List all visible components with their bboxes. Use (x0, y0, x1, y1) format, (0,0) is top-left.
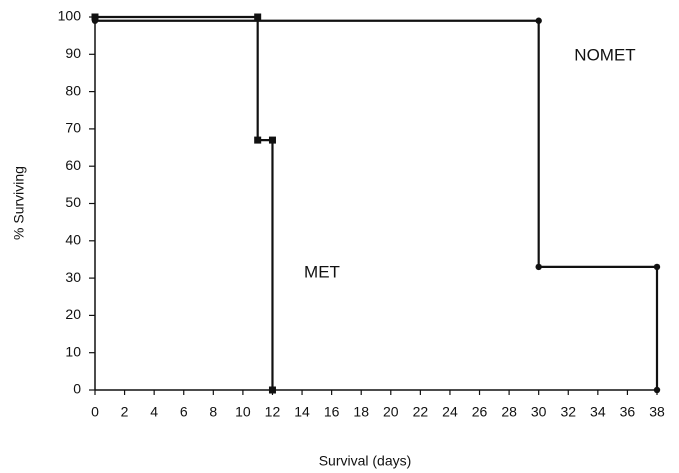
x-tick-label: 4 (150, 404, 158, 420)
x-tick-label: 14 (294, 404, 310, 420)
series-line (95, 19, 659, 390)
y-tick-label: 20 (65, 306, 81, 322)
y-axis-title: % Surviving (11, 166, 27, 240)
series-line (95, 15, 274, 390)
x-tick-label: 26 (472, 404, 488, 420)
x-tick-label: 16 (324, 404, 340, 420)
x-tick-label: 38 (649, 404, 665, 420)
x-tick-label: 24 (442, 404, 458, 420)
x-tick-label: 36 (620, 404, 636, 420)
y-tick-label: 60 (65, 157, 81, 173)
y-tick-label: 50 (65, 194, 81, 210)
x-tick-label: 6 (180, 404, 188, 420)
marker (268, 386, 276, 394)
x-tick-label: 28 (501, 404, 517, 420)
x-tick-label: 22 (413, 404, 429, 420)
y-tick-label: 0 (73, 381, 81, 397)
marker (535, 17, 542, 24)
x-tick-label: 12 (265, 404, 281, 420)
marker (254, 13, 262, 21)
x-tick-label: 2 (121, 404, 129, 420)
y-tick-label: 70 (65, 120, 81, 136)
x-tick-label: 8 (209, 404, 217, 420)
x-tick-label: 34 (590, 404, 606, 420)
marker (535, 263, 542, 271)
x-tick-label: 0 (91, 404, 99, 420)
x-tick-label: 20 (383, 404, 399, 420)
marker (91, 17, 99, 24)
series-label: NOMET (574, 45, 635, 64)
marker (653, 386, 661, 394)
y-tick-label: 30 (65, 269, 81, 285)
series-label: MET (304, 262, 340, 281)
x-tick-label: 10 (235, 404, 251, 420)
marker (91, 13, 99, 21)
x-tick-label: 18 (353, 404, 369, 420)
marker (268, 136, 276, 144)
marker (254, 136, 262, 144)
x-tick-label: 30 (531, 404, 547, 420)
y-tick-label: 10 (65, 343, 81, 359)
y-tick-label: 80 (65, 82, 81, 98)
y-tick-label: 90 (65, 45, 81, 61)
y-tick-label: 40 (65, 232, 81, 248)
x-axis-title: Survival (days) (319, 453, 412, 469)
x-tick-label: 32 (560, 404, 576, 420)
y-tick-label: 100 (58, 8, 82, 24)
marker (653, 263, 661, 271)
